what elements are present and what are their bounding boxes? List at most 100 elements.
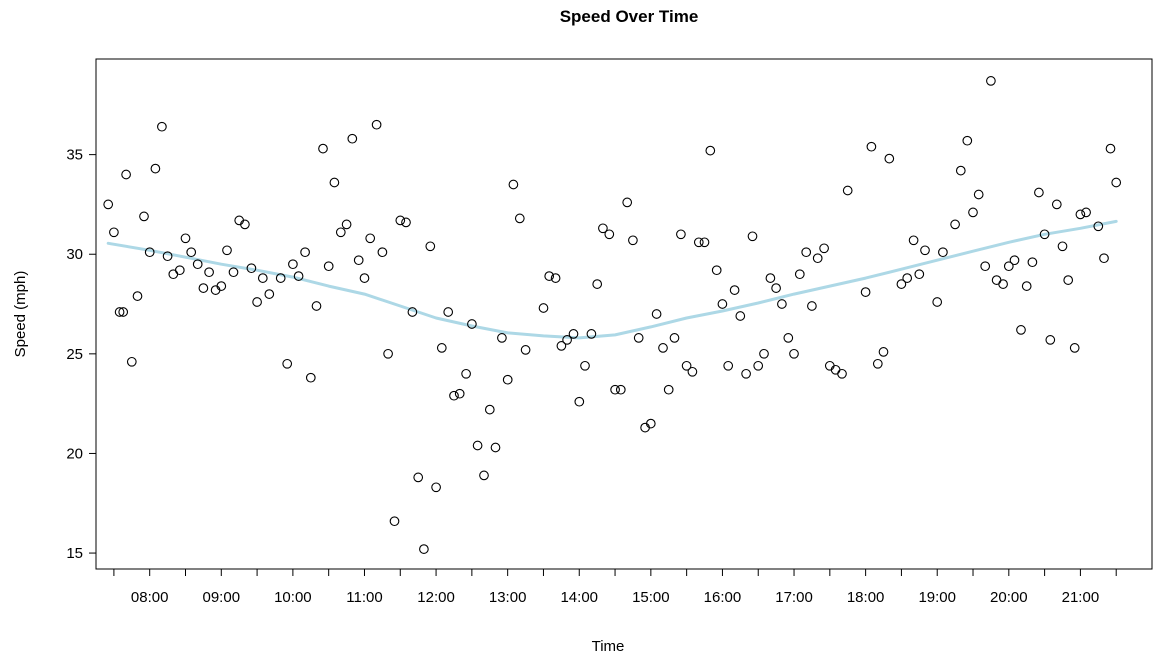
data-point	[162, 251, 173, 262]
data-point	[335, 227, 346, 238]
data-point	[479, 470, 489, 481]
data-point	[329, 177, 340, 188]
data-point	[693, 237, 704, 248]
data-point	[628, 235, 638, 246]
x-axis-label: Time	[592, 638, 625, 653]
data-point	[837, 368, 847, 379]
data-point	[132, 291, 143, 301]
data-point	[109, 227, 119, 238]
data-point	[669, 333, 680, 343]
data-point	[1057, 241, 1068, 252]
data-point	[293, 271, 304, 281]
data-point	[568, 329, 579, 339]
data-points-layer	[103, 76, 1122, 554]
data-point	[359, 273, 370, 283]
y-tick-label: 25	[66, 346, 83, 363]
data-point	[777, 299, 787, 309]
data-point	[1069, 343, 1080, 353]
data-point	[144, 247, 155, 258]
smooth-trend-line	[106, 219, 1118, 340]
data-point	[759, 348, 769, 359]
data-point	[118, 307, 129, 317]
x-tick-label: 17:00	[775, 589, 813, 606]
data-point	[860, 287, 871, 297]
data-point	[1093, 221, 1104, 232]
data-point	[407, 307, 418, 317]
data-point	[1039, 229, 1050, 240]
data-point	[783, 333, 794, 343]
data-point	[765, 273, 776, 283]
data-point	[198, 283, 209, 293]
data-point	[789, 348, 799, 359]
data-point	[872, 358, 883, 369]
data-point	[454, 388, 465, 399]
data-point	[896, 279, 907, 289]
data-point	[812, 253, 823, 264]
data-point	[955, 165, 966, 176]
data-point	[950, 219, 960, 230]
data-point	[735, 311, 746, 321]
data-point	[1051, 199, 1062, 210]
data-point	[1075, 209, 1086, 220]
data-point	[1003, 261, 1014, 272]
data-point	[973, 189, 984, 200]
y-tick-label: 30	[66, 246, 83, 263]
data-point	[168, 269, 179, 280]
data-point	[264, 289, 275, 299]
data-point	[1105, 143, 1116, 154]
smooth-curve-layer	[106, 219, 1118, 340]
data-point	[586, 329, 597, 339]
data-point	[126, 356, 137, 367]
data-point	[150, 163, 161, 174]
data-point	[174, 265, 185, 276]
data-point	[801, 247, 812, 258]
data-point	[502, 374, 513, 385]
data-point	[1081, 207, 1091, 218]
data-point	[908, 235, 919, 246]
axis-ticks: 15 20 25 30 35 08:00 09:00 10:00 11:00 12:00 13:00…	[66, 147, 1117, 606]
data-point	[1027, 257, 1038, 268]
y-tick-label: 20	[66, 445, 83, 462]
data-point	[1009, 255, 1020, 266]
data-point	[371, 119, 382, 130]
data-point	[341, 219, 352, 230]
data-point	[633, 333, 644, 343]
data-point	[884, 153, 895, 164]
x-tick-label: 13:00	[489, 589, 527, 606]
data-point	[275, 273, 286, 283]
data-point	[747, 231, 758, 242]
data-point	[717, 299, 728, 309]
data-point	[705, 145, 716, 156]
data-point	[383, 348, 393, 359]
data-point	[771, 283, 781, 293]
y-axis-label: Speed (mph)	[12, 271, 29, 358]
data-point	[413, 472, 424, 483]
x-tick-label: 19:00	[918, 589, 956, 606]
data-point	[824, 360, 835, 371]
data-point	[419, 544, 429, 554]
data-point	[610, 384, 620, 395]
data-point	[282, 358, 293, 369]
data-point	[228, 267, 239, 278]
x-tick-label: 09:00	[203, 589, 241, 606]
data-point	[216, 281, 227, 291]
data-point	[878, 347, 889, 357]
data-point	[830, 364, 841, 375]
data-point	[615, 384, 626, 395]
data-point	[121, 169, 131, 180]
data-point	[968, 207, 978, 218]
data-point	[645, 418, 656, 429]
data-point	[323, 261, 334, 272]
data-point	[592, 279, 603, 289]
data-point	[300, 247, 310, 258]
data-point	[807, 301, 817, 311]
data-point	[246, 263, 257, 274]
data-point	[139, 211, 149, 222]
data-point	[580, 360, 590, 371]
data-point	[377, 247, 388, 258]
data-point	[962, 135, 973, 146]
chart-title: Speed Over Time	[560, 7, 699, 26]
data-point	[986, 76, 996, 86]
x-tick-label: 16:00	[704, 589, 742, 606]
